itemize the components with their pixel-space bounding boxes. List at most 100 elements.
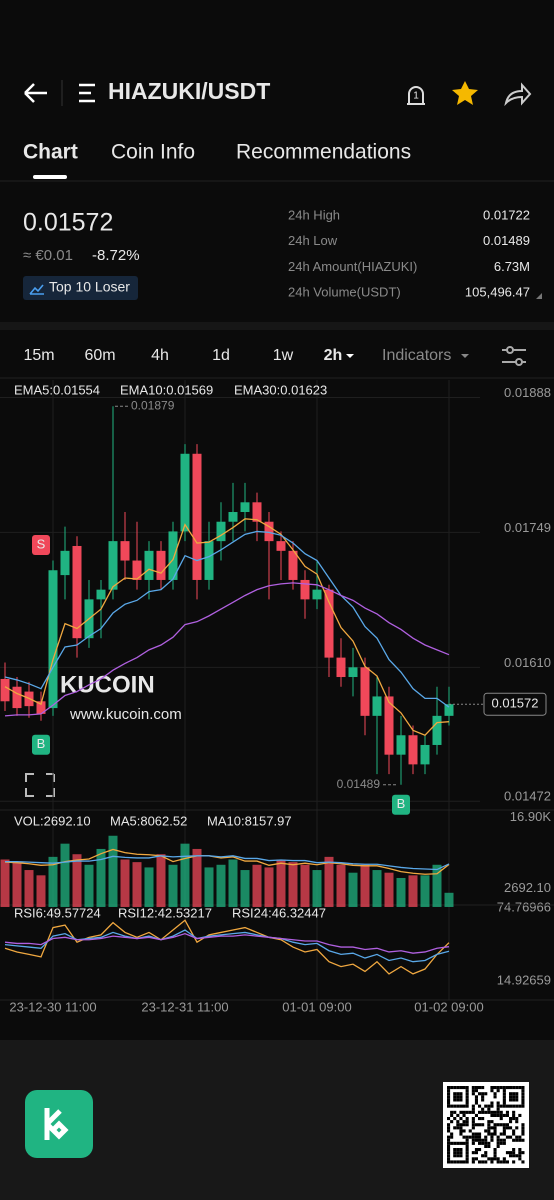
- qr-module: [471, 1092, 475, 1096]
- qr-module: [465, 1095, 469, 1099]
- qr-module: [499, 1160, 503, 1164]
- qr-module: [509, 1117, 513, 1121]
- qr-module: [487, 1132, 491, 1136]
- qr-module: [499, 1138, 503, 1142]
- qr-module: [512, 1092, 516, 1096]
- stat-label: 24h Volume(USDT): [288, 285, 401, 300]
- tab[interactable]: Coin Info: [111, 141, 195, 164]
- settings-icon[interactable]: [502, 346, 526, 366]
- qr-module: [499, 1104, 503, 1108]
- volume-bar: [444, 892, 454, 907]
- rsi-line: [4, 932, 450, 954]
- legend-entry: RSI24:46.32447: [232, 905, 326, 920]
- qr-module: [521, 1104, 525, 1108]
- candle-body: [240, 502, 250, 513]
- menu-icon[interactable]: [79, 83, 95, 103]
- qr-module: [447, 1095, 451, 1099]
- ema-line: [4, 582, 450, 717]
- tab[interactable]: Chart: [23, 141, 78, 164]
- qr-module: [521, 1132, 525, 1136]
- candle-body: [96, 589, 106, 600]
- qr-module: [502, 1098, 506, 1102]
- timeframe[interactable]: 4h: [151, 347, 169, 364]
- qr-module: [515, 1120, 519, 1124]
- qr-module: [465, 1151, 469, 1155]
- qr-module: [471, 1141, 475, 1145]
- qr-module: [456, 1113, 460, 1117]
- qr-module: [512, 1110, 516, 1114]
- alert-icon[interactable]: 1: [407, 86, 425, 105]
- timeframe[interactable]: 15m: [23, 347, 54, 364]
- qr-module: [521, 1089, 525, 1093]
- qr-module: [499, 1141, 503, 1145]
- qr-module: [496, 1110, 500, 1114]
- volume-bar: [120, 859, 130, 907]
- qr-module: [456, 1095, 460, 1099]
- qr-module: [515, 1138, 519, 1142]
- qr-module: [465, 1101, 469, 1105]
- x-tick-label: 01-02 09:00: [414, 999, 483, 1014]
- qr-module: [453, 1126, 457, 1130]
- qr-module: [521, 1160, 525, 1164]
- y-tick-label: 0.01749: [504, 520, 551, 535]
- qr-module: [512, 1148, 516, 1152]
- x-tick-label: 01-01 09:00: [282, 999, 351, 1014]
- qr-module: [484, 1104, 488, 1108]
- favorite-star[interactable]: [452, 81, 478, 105]
- qr-module: [509, 1104, 513, 1108]
- qr-module: [450, 1110, 454, 1114]
- qr-module: [496, 1089, 500, 1093]
- qr-module: [509, 1154, 513, 1158]
- timeframe[interactable]: 1d: [212, 347, 230, 364]
- timeframe[interactable]: 2h: [324, 347, 343, 364]
- qr-module: [487, 1120, 491, 1124]
- qr-module: [471, 1123, 475, 1127]
- volume-bar: [240, 870, 250, 907]
- candle-body: [108, 541, 118, 590]
- qr-module: [521, 1086, 525, 1090]
- timeframe[interactable]: 60m: [84, 347, 115, 364]
- trade-signal-label: S: [37, 536, 46, 551]
- qr-module: [512, 1095, 516, 1099]
- change: -8.72%: [92, 247, 140, 264]
- candle-body: [372, 696, 382, 716]
- candle-body: [144, 550, 154, 580]
- qr-module: [502, 1138, 506, 1142]
- qr-module: [493, 1123, 497, 1127]
- tab[interactable]: Recommendations: [236, 141, 411, 164]
- qr-module: [502, 1095, 506, 1099]
- qr-module: [478, 1135, 482, 1139]
- fullscreen-icon[interactable]: [25, 773, 55, 797]
- qr-module: [487, 1107, 491, 1111]
- legend-entry: RSI12:42.53217: [118, 905, 212, 920]
- qr-module: [453, 1148, 457, 1152]
- candle-body: [444, 704, 454, 716]
- qr-module: [456, 1141, 460, 1145]
- back-button[interactable]: [24, 83, 47, 103]
- trade-signal: [32, 734, 50, 755]
- candle-body: [396, 735, 406, 755]
- volume-bar: [396, 877, 406, 907]
- qr-module: [512, 1098, 516, 1102]
- qr-module: [499, 1132, 503, 1136]
- qr-module: [471, 1126, 475, 1130]
- qr-module: [487, 1126, 491, 1130]
- candle-body: [360, 667, 370, 716]
- timeframe[interactable]: 1w: [273, 347, 294, 364]
- qr-module: [490, 1126, 494, 1130]
- qr-module: [447, 1144, 451, 1148]
- volume-bar: [420, 875, 430, 907]
- qr-module: [493, 1110, 497, 1114]
- badge-text: Top 10 Loser: [49, 279, 130, 295]
- share-icon[interactable]: [504, 82, 532, 107]
- candle-body: [192, 453, 202, 580]
- qr-module: [484, 1141, 488, 1145]
- qr-module: [447, 1098, 451, 1102]
- qr-module: [474, 1101, 478, 1105]
- qr-module: [456, 1098, 460, 1102]
- qr-module: [456, 1086, 460, 1090]
- qr-module: [484, 1154, 488, 1158]
- qr-module: [474, 1089, 478, 1093]
- indicators-button[interactable]: Indicators: [382, 347, 451, 364]
- badge[interactable]: [23, 276, 138, 300]
